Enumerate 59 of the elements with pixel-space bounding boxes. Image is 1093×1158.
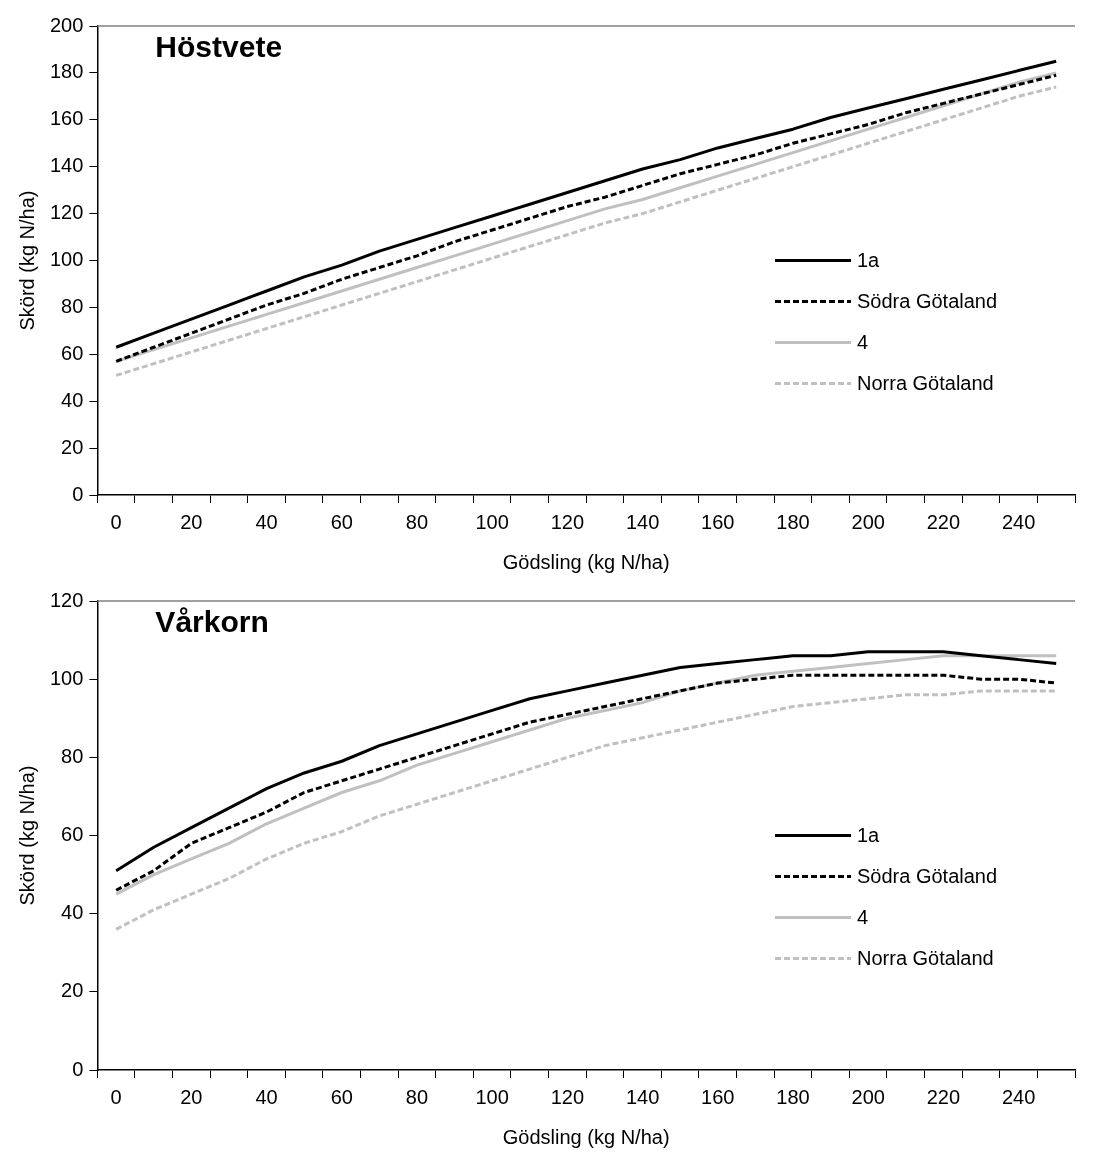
chart-title: Vårkorn	[155, 605, 269, 639]
x-tick-label: 180	[776, 1085, 810, 1108]
legend-label: Södra Götaland	[857, 290, 998, 313]
x-tick-label: 80	[405, 1085, 429, 1108]
x-tick-label: 40	[255, 510, 278, 533]
y-axis-title: Skörd (kg N/ha)	[15, 765, 38, 906]
y-tick-label: 80	[61, 294, 84, 317]
y-tick-label: 120	[49, 201, 84, 224]
legend-label: Norra Götaland	[857, 947, 994, 970]
y-tick-label: 0	[72, 482, 84, 505]
x-tick-label: 240	[1001, 1085, 1036, 1108]
x-tick-label: 220	[926, 510, 961, 533]
x-axis-title: Gödsling (kg N/ha)	[502, 1125, 670, 1148]
y-tick-label: 20	[61, 435, 84, 458]
x-tick-label: 240	[1001, 510, 1036, 533]
x-tick-label: 200	[851, 1085, 885, 1108]
x-tick-label: 120	[550, 510, 585, 533]
x-tick-label: 180	[776, 510, 810, 533]
x-tick-label: 160	[701, 1085, 735, 1108]
line-series	[114, 689, 1058, 931]
x-tick-label: 60	[330, 510, 353, 533]
x-tick-label: 40	[255, 1085, 278, 1108]
legend-label: 1a	[857, 824, 881, 847]
legend-label: 4	[857, 331, 869, 354]
x-tick-label: 140	[625, 1085, 660, 1108]
y-tick-label: 160	[49, 107, 84, 130]
x-tick-label: 160	[701, 510, 735, 533]
x-tick-label: 60	[330, 1085, 353, 1108]
y-tick-label: 200	[49, 13, 84, 36]
x-tick-label: 80	[405, 510, 429, 533]
y-tick-label: 60	[61, 823, 84, 846]
y-tick-label: 60	[61, 341, 84, 364]
y-tick-label: 40	[61, 388, 84, 411]
y-tick-label: 120	[49, 588, 84, 611]
y-tick-label: 80	[61, 744, 84, 767]
x-tick-label: 120	[550, 1085, 585, 1108]
x-tick-label: 0	[110, 1085, 122, 1108]
y-tick-label: 100	[49, 666, 84, 689]
y-tick-label: 40	[61, 901, 84, 924]
y-tick-label: 140	[49, 154, 84, 177]
chart-title: Höstvete	[155, 30, 283, 64]
legend-label: 1a	[857, 249, 881, 272]
x-tick-label: 20	[180, 1085, 203, 1108]
y-tick-label: 180	[49, 60, 84, 83]
x-tick-label: 100	[475, 1085, 509, 1108]
y-tick-label: 20	[61, 979, 84, 1002]
legend-label: Norra Götaland	[857, 372, 994, 395]
legend-label: Södra Götaland	[857, 865, 998, 888]
x-axis-title: Gödsling (kg N/ha)	[502, 550, 670, 573]
x-tick-label: 200	[851, 510, 885, 533]
x-tick-label: 20	[180, 510, 203, 533]
x-tick-label: 0	[110, 510, 122, 533]
y-axis-title: Skörd (kg N/ha)	[15, 190, 38, 331]
y-tick-label: 100	[49, 248, 84, 271]
legend-label: 4	[857, 906, 869, 929]
x-tick-label: 140	[625, 510, 660, 533]
y-tick-label: 0	[72, 1057, 84, 1080]
x-tick-label: 220	[926, 1085, 961, 1108]
x-tick-label: 100	[475, 510, 509, 533]
